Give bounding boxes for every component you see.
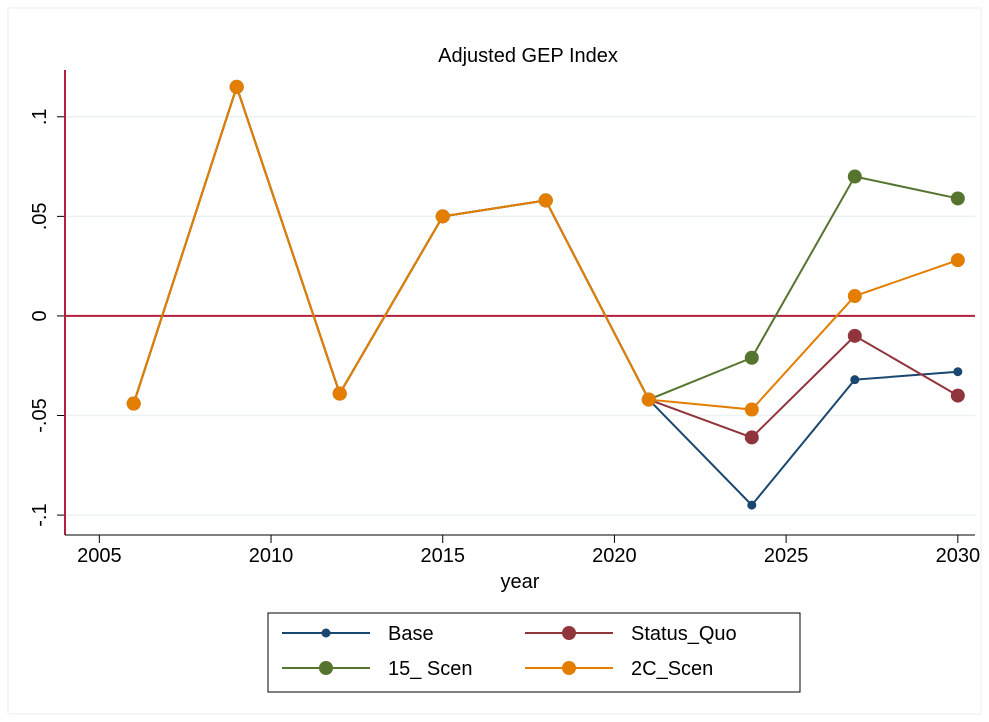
legend-marker: [562, 661, 576, 675]
chart-title: Adjusted GEP Index: [438, 45, 618, 67]
x-tick-label: 2010: [249, 545, 294, 567]
legend-marker: [319, 661, 333, 675]
y-tick-label: .05: [29, 202, 51, 230]
data-point: [847, 169, 862, 184]
data-point: [744, 430, 759, 445]
y-tick-label: .1: [29, 108, 51, 125]
x-axis-label: year: [501, 571, 540, 593]
legend-label: 2C_Scen: [631, 658, 713, 680]
data-point: [332, 386, 347, 401]
x-tick-label: 2030: [936, 545, 981, 567]
legend-label: Status_Quo: [631, 623, 737, 645]
x-tick-label: 2005: [77, 545, 122, 567]
data-point: [950, 253, 965, 268]
data-point: [847, 289, 862, 304]
legend-marker: [321, 628, 331, 638]
legend-label: Base: [388, 623, 434, 645]
data-point: [744, 402, 759, 417]
data-point: [953, 367, 963, 377]
data-point: [744, 350, 759, 365]
y-tick-label: -.1: [29, 503, 51, 526]
legend-label: 15_ Scen: [388, 658, 473, 680]
y-tick-label: 0: [29, 310, 51, 321]
data-point: [538, 193, 553, 208]
frame: [7, 7, 982, 715]
x-tick-label: 2025: [764, 545, 809, 567]
data-point: [641, 392, 656, 407]
data-point: [435, 209, 450, 224]
x-tick-label: 2020: [592, 545, 637, 567]
data-point: [850, 375, 860, 385]
legend-box: [267, 612, 801, 693]
data-point: [229, 79, 244, 94]
x-tick-label: 2015: [420, 545, 465, 567]
legend-marker: [562, 626, 576, 640]
data-point: [747, 500, 757, 510]
y-tick-label: -.05: [29, 398, 51, 432]
data-point: [950, 388, 965, 403]
data-point: [847, 328, 862, 343]
data-point: [950, 191, 965, 206]
data-point: [126, 396, 141, 411]
